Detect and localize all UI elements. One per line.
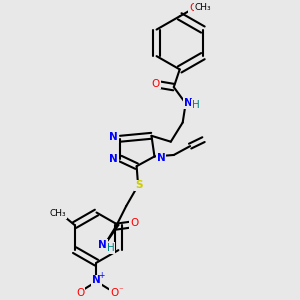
Text: O: O (76, 288, 85, 298)
Text: N: N (110, 132, 118, 142)
Text: O: O (152, 79, 160, 88)
Text: +: + (98, 271, 104, 280)
Text: CH₃: CH₃ (50, 209, 67, 218)
Text: O: O (189, 3, 197, 13)
Text: H: H (106, 243, 114, 253)
Text: CH₃: CH₃ (195, 3, 211, 12)
Text: H: H (192, 100, 200, 110)
Text: ⁻: ⁻ (118, 286, 123, 295)
Text: N: N (92, 275, 101, 285)
Text: N: N (157, 153, 165, 163)
Text: N: N (98, 240, 107, 250)
Text: O: O (130, 218, 138, 228)
Text: N: N (184, 98, 192, 108)
Text: S: S (135, 180, 142, 190)
Text: O: O (110, 288, 118, 298)
Text: N: N (110, 154, 118, 164)
